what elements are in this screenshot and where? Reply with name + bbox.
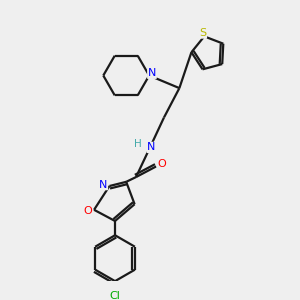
Text: Cl: Cl	[110, 291, 121, 300]
Text: H: H	[134, 139, 142, 149]
Text: O: O	[83, 206, 92, 216]
Text: N: N	[147, 142, 156, 152]
Text: N: N	[99, 180, 107, 190]
Text: O: O	[158, 159, 166, 169]
Text: N: N	[148, 68, 156, 78]
Text: S: S	[199, 28, 206, 38]
